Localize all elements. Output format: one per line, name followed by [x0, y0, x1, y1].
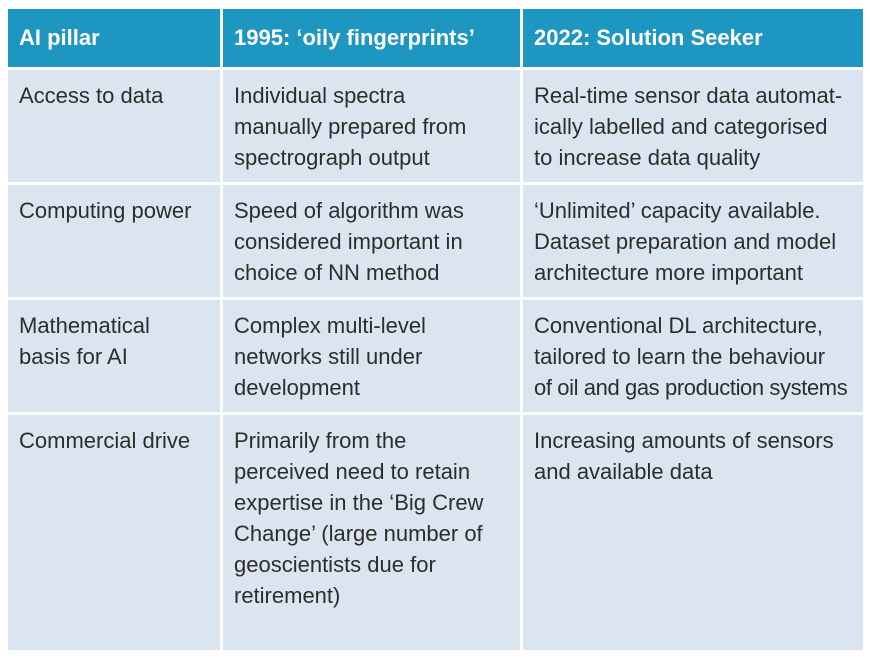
cell-line: Change’ (large number of	[234, 521, 483, 546]
row-commercial-drive-1995: Primarily from the perceived need to ret…	[223, 415, 520, 650]
cell-line: tailored to learn the behaviour	[534, 344, 826, 369]
cell-line: Speed of algorithm was	[234, 198, 464, 223]
cell-line: Primarily from the	[234, 428, 407, 453]
cell-line: spectrograph output	[234, 145, 430, 170]
cell-line: expertise in the ‘Big Crew	[234, 490, 484, 515]
row-computing-power-1995: Speed of algorithm was considered import…	[223, 185, 520, 297]
cell-line: Conventional DL architecture,	[534, 313, 824, 338]
cell-line: considered important in	[234, 229, 463, 254]
row-mathematical-basis-1995: Complex multi-level networks still under…	[223, 300, 520, 412]
header-1995: 1995: ‘oily fingerprints’	[223, 9, 520, 67]
header-2022: 2022: Solution Seeker	[523, 9, 863, 67]
cell-line: choice of NN method	[234, 260, 440, 285]
cell-line: Computing power	[19, 198, 192, 223]
row-mathematical-basis-pillar: Mathematical basis for AI	[8, 300, 220, 412]
cell-line: ‘Unlimited’ capacity available.	[534, 198, 821, 223]
row-commercial-drive-2022: Increasing amounts of sensors and availa…	[523, 415, 863, 650]
cell-line: Individual spectra	[234, 83, 406, 108]
cell-line: Increasing amounts of sensors	[534, 428, 834, 453]
cell-line: Mathematical	[19, 313, 150, 338]
row-commercial-drive-pillar: Commercial drive	[8, 415, 220, 650]
row-access-to-data-2022: Real-time sensor data automat- ically la…	[523, 70, 863, 182]
cell-line: of oil and gas production systems	[534, 375, 848, 400]
header-ai-pillar: AI pillar	[8, 9, 220, 67]
cell-line: manually prepared from	[234, 114, 467, 139]
cell-line: Dataset preparation and model	[534, 229, 837, 254]
row-mathematical-basis-2022: Conventional DL architecture, tailored t…	[523, 300, 863, 412]
row-access-to-data-1995: Individual spectra manually prepared fro…	[223, 70, 520, 182]
cell-line: perceived need to retain	[234, 459, 471, 484]
cell-line: and available data	[534, 459, 713, 484]
comparison-table: AI pillar 1995: ‘oily fingerprints’ 2022…	[8, 9, 863, 650]
cell-line: networks still under	[234, 344, 423, 369]
cell-line: Real-time sensor data automat-	[534, 83, 843, 108]
cell-line: basis for AI	[19, 344, 128, 369]
row-computing-power-pillar: Computing power	[8, 185, 220, 297]
cell-line: geoscientists due for	[234, 552, 436, 577]
cell-line: ically labelled and categorised	[534, 114, 828, 139]
cell-line: Access to data	[19, 83, 164, 108]
cell-line: retirement)	[234, 583, 341, 608]
row-access-to-data-pillar: Access to data	[8, 70, 220, 182]
cell-line: Commercial drive	[19, 428, 191, 453]
cell-line: Complex multi-level	[234, 313, 426, 338]
row-computing-power-2022: ‘Unlimited’ capacity available. Dataset …	[523, 185, 863, 297]
cell-line: to increase data quality	[534, 145, 761, 170]
cell-line: architecture more important	[534, 260, 803, 285]
cell-line: development	[234, 375, 360, 400]
